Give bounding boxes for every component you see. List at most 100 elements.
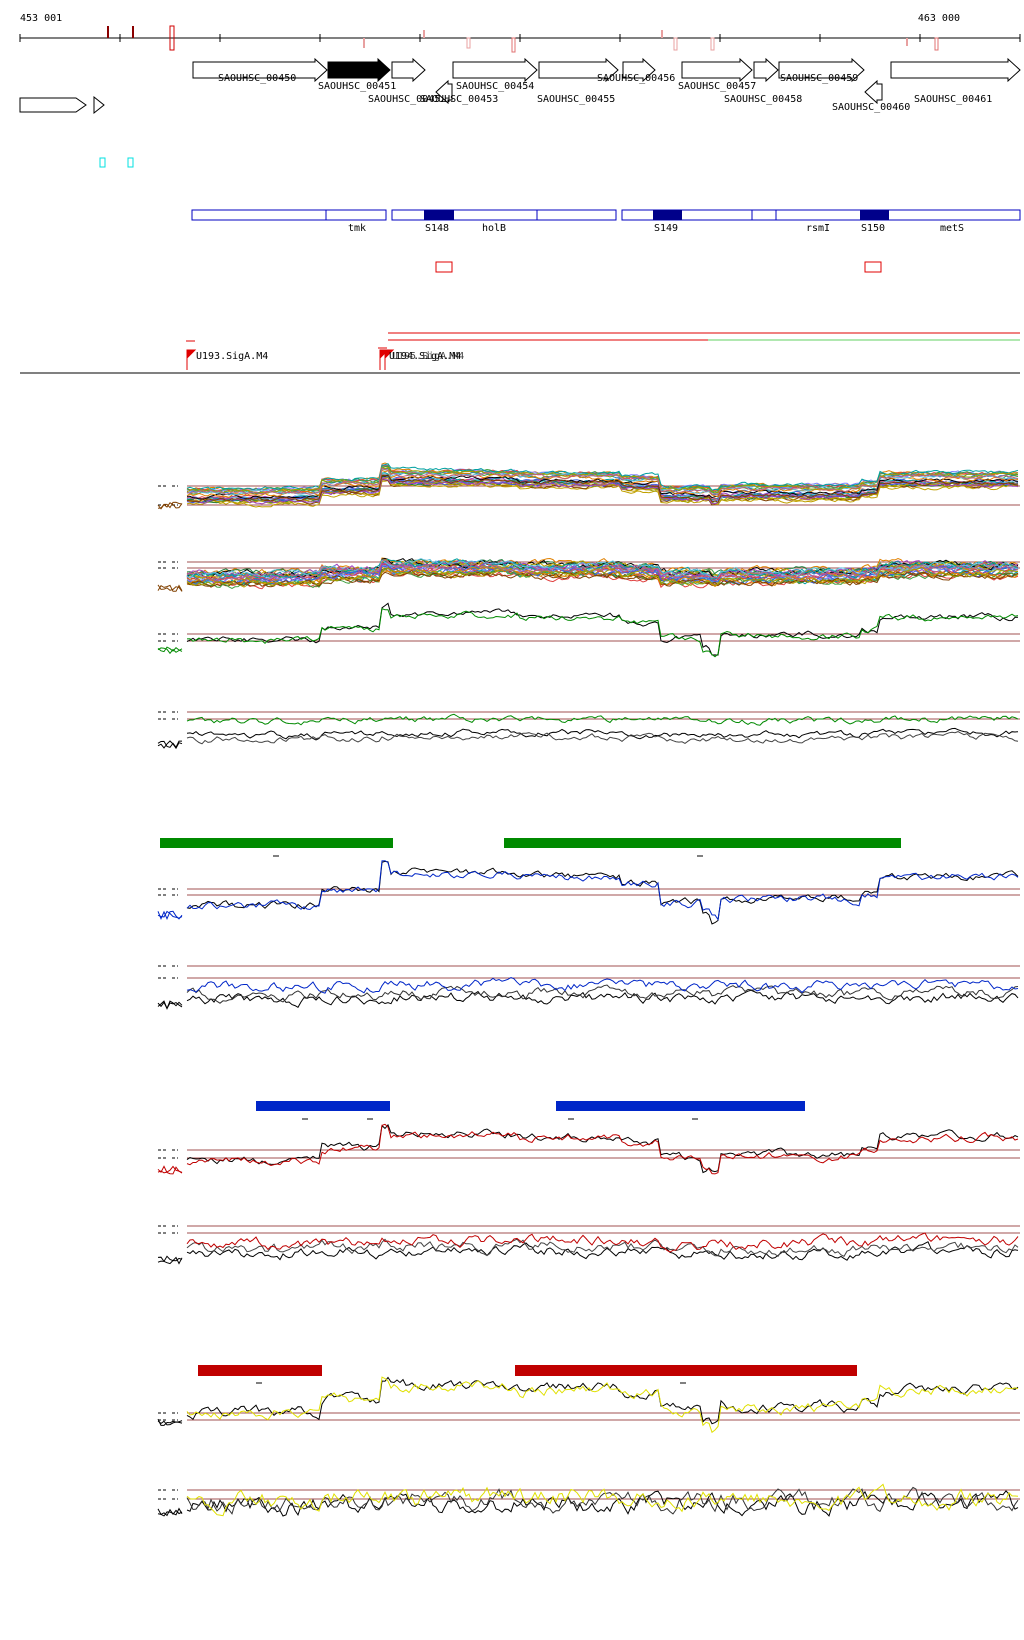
signal-trace <box>157 647 183 655</box>
gene-label: SAOUHSC_00455 <box>537 94 615 105</box>
green-segment <box>504 838 901 848</box>
gene-label: SAOUHSC_00460 <box>832 102 910 113</box>
signal-trace <box>186 566 1019 587</box>
gene-arrow[interactable] <box>778 57 865 83</box>
gene-arrow[interactable] <box>864 79 883 105</box>
annotation-label: metS <box>940 223 964 234</box>
signal-trace <box>187 474 1019 500</box>
gene-label: SAOUHSC_00452 <box>368 94 446 105</box>
gene-label: SAOUHSC_00451 <box>318 81 396 92</box>
promoter-label: U194.SigA.M4 <box>389 351 461 362</box>
red-segment <box>515 1365 857 1376</box>
gene-arrow[interactable] <box>890 57 1021 83</box>
gene-arrow[interactable] <box>538 57 619 83</box>
signal-trace <box>186 559 1019 582</box>
gene-arrow[interactable] <box>435 79 453 105</box>
terminator-box <box>435 261 453 273</box>
annotation-label: tmk <box>348 223 366 234</box>
expression-track <box>157 965 1020 1010</box>
signal-trace <box>157 1165 183 1174</box>
signal-trace <box>157 910 183 920</box>
annotation-label: rsmI <box>806 223 830 234</box>
signal-trace <box>186 607 1019 658</box>
gene-label: SAOUHSC_00458 <box>724 94 802 105</box>
signal-trace <box>186 1490 1019 1517</box>
signal-trace <box>186 1123 1019 1174</box>
gene-arrow[interactable] <box>753 57 779 83</box>
gene-arrow[interactable] <box>681 57 753 83</box>
signal-trace <box>186 984 1019 1004</box>
signal-trace <box>157 740 183 750</box>
promoter-label: U195.SigA.M4 <box>392 351 464 362</box>
gene-arrow[interactable] <box>391 57 426 83</box>
expression-track <box>157 860 1020 925</box>
expression-track <box>157 462 1020 510</box>
expression-track <box>157 1123 1020 1175</box>
signal-trace <box>157 584 183 592</box>
signal-trace <box>186 727 1019 741</box>
terminator-box <box>864 261 882 273</box>
signal-trace <box>157 1508 183 1517</box>
signal-trace <box>186 860 1019 925</box>
signal-trace <box>186 1238 1019 1258</box>
gene-label: SAOUHSC_00456 <box>597 73 675 84</box>
signal-trace <box>186 989 1019 1008</box>
gene-label: SAOUHSC_00457 <box>678 81 756 92</box>
signal-trace <box>186 976 1019 994</box>
signal-trace <box>186 474 1019 503</box>
expression-track <box>157 602 1020 658</box>
green-segment <box>160 838 393 848</box>
signal-trace <box>186 713 1019 726</box>
signal-trace <box>186 560 1019 579</box>
signal-trace <box>186 1376 1019 1434</box>
signal-trace <box>186 467 1019 496</box>
blue-segment <box>556 1101 805 1111</box>
signal-trace <box>186 602 1019 656</box>
signal-trace <box>157 1255 183 1265</box>
signal-trace <box>157 646 183 653</box>
gene-label: SAOUHSC_00453 <box>420 94 498 105</box>
signal-trace <box>157 1000 183 1010</box>
blue-segment <box>256 1101 390 1111</box>
axis-marks <box>107 25 939 53</box>
gene-arrow[interactable] <box>452 57 538 83</box>
signal-trace <box>186 463 1019 491</box>
signal-trace <box>186 558 1019 579</box>
signal-trace <box>186 569 1019 588</box>
gene-label: SAOUHSC_00454 <box>456 81 534 92</box>
signal-trace <box>157 1256 183 1265</box>
annotation-label: S149 <box>654 223 678 234</box>
gene-arrow[interactable] <box>327 57 391 83</box>
expression-track <box>157 1483 1020 1517</box>
gene-label: SAOUHSC_00459 <box>780 73 858 84</box>
end-coordinate: 463 000 <box>917 13 960 24</box>
gene-track: SAOUHSC_00450SAOUHSC_00451SAOUHSC_00452S… <box>192 57 1021 113</box>
signal-trace <box>186 1123 1019 1175</box>
signal-trace <box>186 1241 1019 1261</box>
signal-trace <box>186 731 1019 745</box>
signal-trace <box>157 1420 183 1426</box>
gene-label: SAOUHSC_00461 <box>914 94 992 105</box>
signal-trace <box>157 740 182 749</box>
signal-trace <box>186 1232 1019 1253</box>
promoter-track: U193.SigA.M4 U194.SigA.M4 U195.SigA.M4 <box>20 332 1020 374</box>
signal-trace <box>157 1000 183 1010</box>
gene-arrow[interactable] <box>192 57 328 83</box>
signal-trace <box>157 1507 183 1517</box>
annotation-label: holB <box>482 223 506 234</box>
genome-axis <box>19 34 1021 42</box>
expression-tracks <box>157 462 1020 1517</box>
expression-track <box>157 1376 1020 1434</box>
signal-trace <box>186 1486 1019 1515</box>
left-features <box>19 95 134 168</box>
gene-arrow[interactable] <box>622 57 656 83</box>
expression-track <box>157 557 1020 592</box>
red-segment <box>198 1365 322 1376</box>
signal-trace <box>186 860 1019 921</box>
annotation-label: S148 <box>425 223 449 234</box>
annotation-label: S150 <box>861 223 885 234</box>
promoter-label: U193.SigA.M4 <box>196 351 268 362</box>
signal-trace <box>186 1483 1019 1517</box>
expression-track <box>157 1225 1020 1265</box>
expression-track <box>157 711 1020 750</box>
